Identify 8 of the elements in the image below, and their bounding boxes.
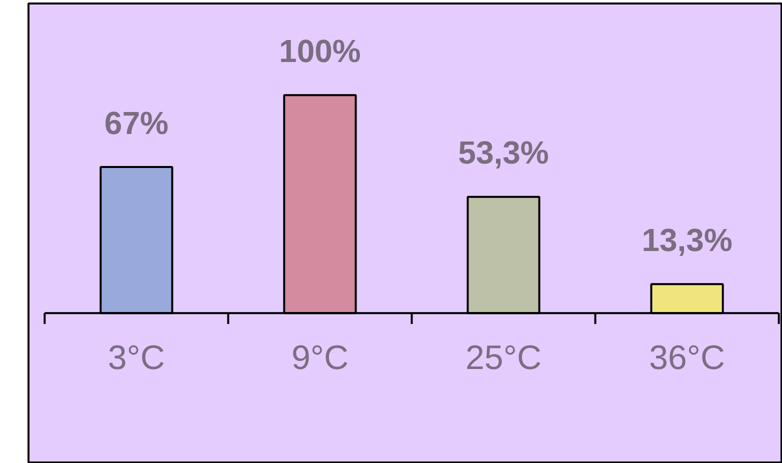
data-label: 53,3%	[458, 134, 549, 171]
data-label: 13,3%	[642, 222, 732, 258]
data-label: 100%	[279, 32, 361, 69]
x-tick-label: 36°C	[649, 339, 726, 378]
x-tick-label: 3°C	[108, 339, 165, 378]
x-tick-label: 25°C	[466, 339, 542, 378]
data-label: 67%	[104, 104, 168, 141]
x-tick-label: 9°C	[291, 339, 348, 378]
